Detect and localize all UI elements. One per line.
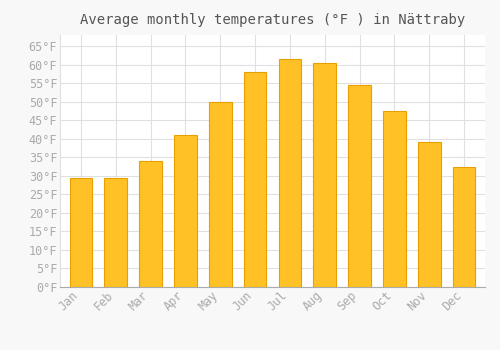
Bar — [383, 111, 406, 287]
Bar — [418, 142, 440, 287]
Bar — [244, 72, 266, 287]
Bar — [174, 135, 197, 287]
Bar — [70, 178, 92, 287]
Title: Average monthly temperatures (°F ) in Nättraby: Average monthly temperatures (°F ) in Nä… — [80, 13, 465, 27]
Bar — [140, 161, 162, 287]
Bar — [104, 178, 127, 287]
Bar — [314, 63, 336, 287]
Bar — [348, 85, 371, 287]
Bar — [278, 59, 301, 287]
Bar — [209, 102, 232, 287]
Bar — [453, 167, 475, 287]
